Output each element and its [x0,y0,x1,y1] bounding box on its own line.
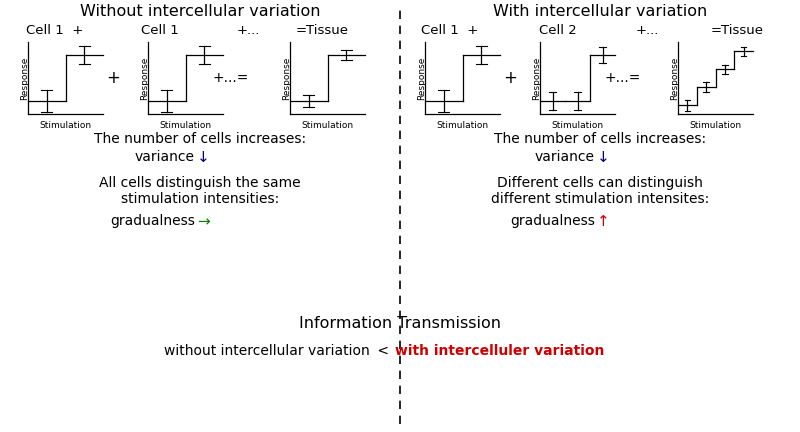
Text: =Tissue: =Tissue [295,24,349,37]
Text: +...=: +...= [213,71,249,85]
Text: Stimulation: Stimulation [437,121,489,130]
Text: Response: Response [141,56,150,100]
Text: Stimulation: Stimulation [302,121,354,130]
Text: Stimulation: Stimulation [690,121,742,130]
Text: Response: Response [21,56,30,100]
Text: All cells distinguish the same: All cells distinguish the same [99,176,301,190]
Text: With intercellular variation: With intercellular variation [493,4,707,19]
Text: stimulation intensities:: stimulation intensities: [121,192,279,206]
Text: Different cells can distinguish: Different cells can distinguish [497,176,703,190]
Text: gradualness: gradualness [110,214,195,228]
Text: Cell 2: Cell 2 [539,24,577,37]
Text: gradualness: gradualness [510,214,595,228]
Text: +: + [106,69,120,87]
Text: Cell 1: Cell 1 [141,24,179,37]
Text: +...: +... [635,24,658,37]
Text: The number of cells increases:: The number of cells increases: [94,132,306,146]
Text: +...: +... [236,24,260,37]
Text: Information Transmission: Information Transmission [299,316,501,331]
Text: Without intercellular variation: Without intercellular variation [80,4,320,19]
Text: Stimulation: Stimulation [159,121,211,130]
Text: The number of cells increases:: The number of cells increases: [494,132,706,146]
Text: Stimulation: Stimulation [551,121,603,130]
Text: variance: variance [535,150,595,164]
Text: Cell 1  +: Cell 1 + [26,24,84,37]
Text: <: < [373,344,394,358]
Text: Stimulation: Stimulation [39,121,91,130]
Text: ↑: ↑ [597,214,610,229]
Text: Response: Response [418,56,426,100]
Text: Response: Response [533,56,542,100]
Text: ↓: ↓ [197,150,210,165]
Text: =Tissue: =Tissue [710,24,763,37]
Text: →: → [197,214,210,229]
Text: with intercelluler variation: with intercelluler variation [395,344,604,358]
Text: different stimulation intensites:: different stimulation intensites: [491,192,709,206]
Text: Response: Response [670,56,679,100]
Text: +: + [503,69,517,87]
Text: variance: variance [135,150,195,164]
Text: without intercellular variation: without intercellular variation [164,344,370,358]
Text: +...=: +...= [605,71,641,85]
Text: ↓: ↓ [597,150,610,165]
Text: Cell 1  +: Cell 1 + [422,24,478,37]
Text: Response: Response [282,56,291,100]
